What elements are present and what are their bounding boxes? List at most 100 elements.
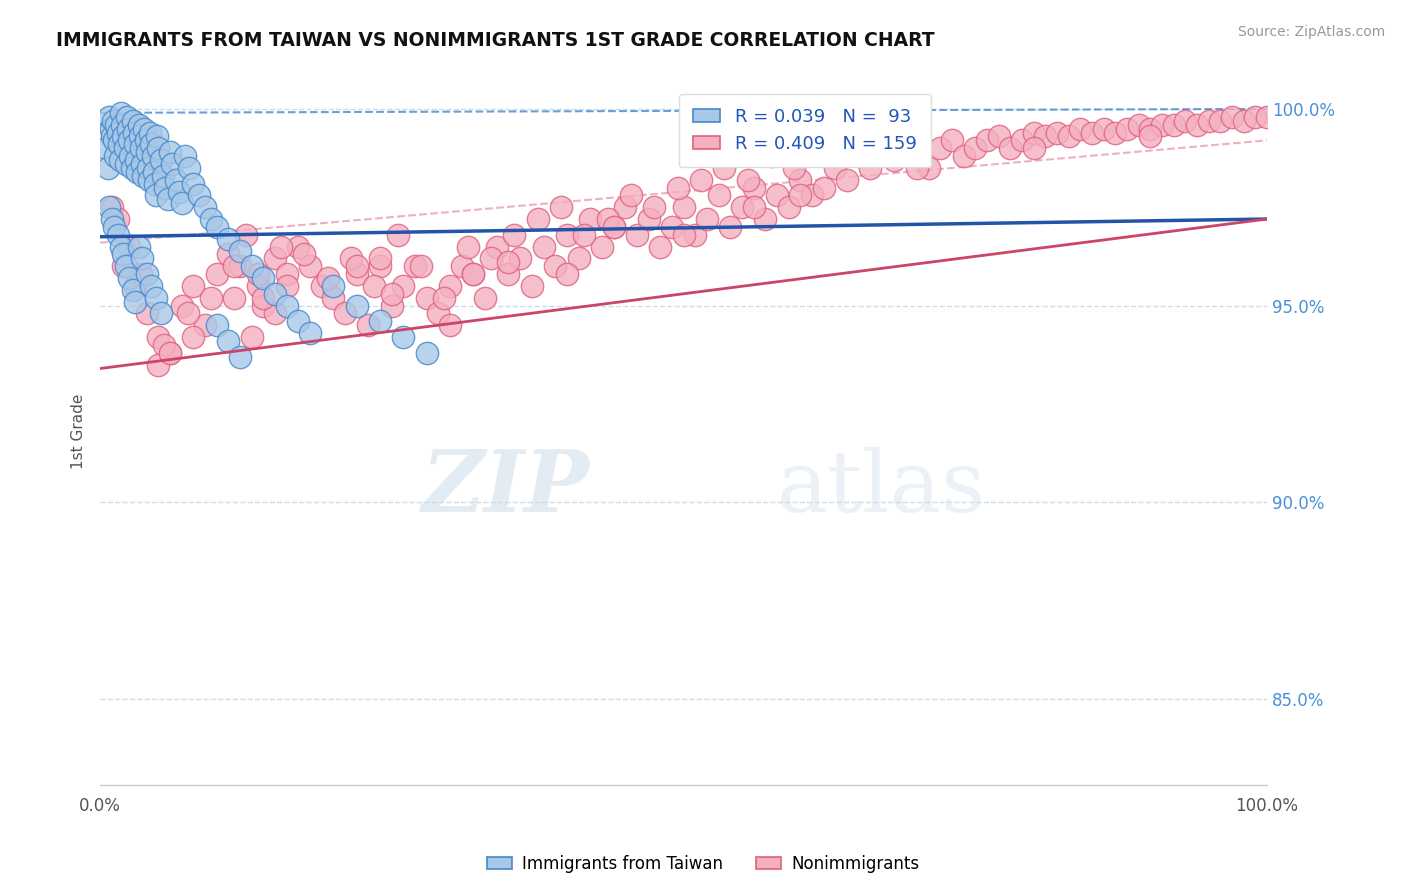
Point [117, 121, 139, 136]
Point [503, 227, 526, 242]
Point [416, 345, 439, 359]
Point [118, 271, 141, 285]
Point [929, 141, 952, 155]
Point [100, 121, 122, 136]
Point [107, 126, 129, 140]
Point [1033, 129, 1056, 144]
Point [101, 212, 124, 227]
Point [1092, 121, 1115, 136]
Point [754, 212, 776, 227]
Point [246, 279, 269, 293]
Point [479, 252, 502, 266]
Point [169, 185, 191, 199]
Point [287, 314, 309, 328]
Point [650, 239, 672, 253]
Point [1046, 126, 1069, 140]
Point [346, 299, 368, 313]
Point [149, 306, 172, 320]
Point [427, 306, 450, 320]
Point [101, 200, 124, 214]
Point [1150, 118, 1173, 132]
Point [276, 299, 298, 313]
Point [690, 172, 713, 186]
Point [149, 153, 172, 167]
Point [124, 279, 146, 293]
Point [346, 267, 368, 281]
Point [1256, 110, 1278, 124]
Point [322, 279, 344, 293]
Point [299, 259, 322, 273]
Point [200, 212, 222, 227]
Point [520, 279, 543, 293]
Text: atlas: atlas [778, 447, 986, 530]
Point [759, 149, 782, 163]
Point [555, 227, 578, 242]
Point [183, 330, 205, 344]
Point [591, 239, 613, 253]
Point [107, 212, 129, 227]
Point [159, 345, 181, 359]
Point [240, 259, 263, 273]
Legend: R = 0.039   N =  93, R = 0.409   N = 159: R = 0.039 N = 93, R = 0.409 N = 159 [679, 94, 931, 168]
Y-axis label: 1st Grade: 1st Grade [72, 393, 86, 469]
Point [696, 212, 718, 227]
Point [170, 299, 193, 313]
Point [713, 161, 735, 175]
Point [252, 271, 274, 285]
Point [299, 326, 322, 340]
Point [121, 161, 143, 175]
Point [205, 219, 228, 234]
Point [135, 267, 157, 281]
Point [264, 306, 287, 320]
Legend: Immigrants from Taiwan, Nonimmigrants: Immigrants from Taiwan, Nonimmigrants [479, 848, 927, 880]
Point [917, 161, 939, 175]
Text: ZIP: ZIP [422, 446, 591, 530]
Point [835, 172, 858, 186]
Point [870, 141, 893, 155]
Point [392, 279, 415, 293]
Point [141, 279, 163, 293]
Point [135, 145, 157, 160]
Point [264, 286, 287, 301]
Point [1069, 121, 1091, 136]
Point [987, 129, 1010, 144]
Point [143, 177, 166, 191]
Point [118, 239, 141, 253]
Point [98, 110, 121, 124]
Point [287, 239, 309, 253]
Point [1185, 118, 1208, 132]
Point [103, 219, 125, 234]
Point [177, 161, 200, 175]
Point [509, 252, 531, 266]
Point [205, 318, 228, 333]
Point [205, 267, 228, 281]
Point [533, 239, 555, 253]
Point [98, 200, 121, 214]
Point [276, 279, 298, 293]
Point [135, 133, 157, 147]
Point [121, 283, 143, 297]
Point [905, 161, 928, 175]
Point [1139, 129, 1161, 144]
Point [229, 259, 252, 273]
Point [381, 299, 404, 313]
Point [1011, 133, 1033, 147]
Point [555, 267, 578, 281]
Point [550, 200, 572, 214]
Point [1209, 113, 1232, 128]
Point [1244, 110, 1267, 124]
Point [128, 129, 150, 144]
Point [264, 252, 287, 266]
Point [155, 180, 177, 194]
Point [224, 291, 246, 305]
Point [340, 252, 363, 266]
Point [194, 200, 217, 214]
Point [672, 200, 695, 214]
Point [292, 247, 315, 261]
Point [165, 172, 187, 186]
Point [270, 239, 292, 253]
Point [183, 177, 205, 191]
Point [894, 133, 917, 147]
Point [252, 291, 274, 305]
Point [416, 291, 439, 305]
